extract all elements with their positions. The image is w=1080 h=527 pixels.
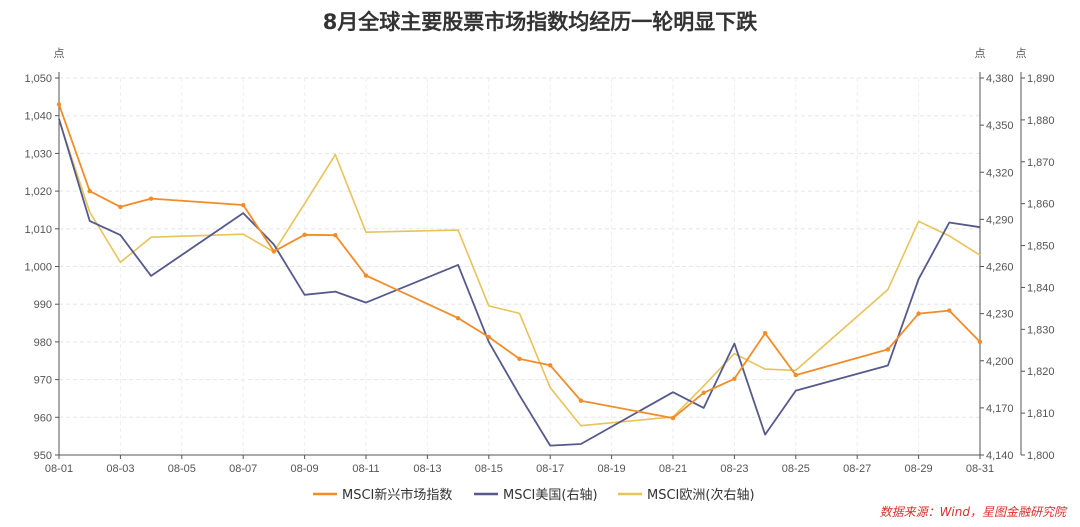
right2-tick-label: 1,820 [1027, 366, 1055, 378]
right-tick-label: 4,380 [986, 73, 1014, 85]
legend: MSCI新兴市场指数 MSCI美国(右轴) MSCI欧洲(次右轴) [313, 487, 755, 503]
right-tick-label: 4,140 [986, 450, 1014, 462]
x-tick-label: 08-15 [475, 463, 503, 475]
data-point [87, 188, 92, 194]
source-note: 数据来源：Wind，星图金融研究院 [880, 505, 1068, 519]
x-tick-label: 08-13 [413, 463, 441, 475]
right2-tick-label: 1,850 [1027, 241, 1055, 253]
series-layer [56, 102, 983, 447]
data-point [56, 102, 62, 107]
x-tick-label: 08-27 [843, 463, 871, 475]
right-tick-label: 4,290 [986, 214, 1014, 226]
x-tick-label: 08-01 [45, 463, 73, 475]
x-tick-label: 08-31 [966, 463, 994, 475]
left-axis-unit: 点 [54, 47, 65, 60]
data-point [241, 202, 246, 208]
right2-tick-label: 1,810 [1027, 408, 1055, 420]
left-tick-label: 1,050 [24, 73, 52, 85]
left-tick-label: 1,030 [24, 148, 52, 160]
data-point [118, 204, 123, 210]
left-tick-label: 980 [34, 337, 52, 349]
right2-axis-unit: 点 [1016, 47, 1027, 60]
data-point [333, 233, 338, 238]
right2-tick-label: 1,800 [1027, 450, 1055, 462]
legend-label-eu: MSCI欧洲(次右轴) [647, 487, 755, 503]
data-point [977, 339, 983, 345]
data-point [548, 363, 553, 368]
left-tick-label: 960 [34, 412, 52, 424]
legend-item-eu[interactable]: MSCI欧洲(次右轴) [618, 487, 755, 503]
data-point [701, 390, 706, 395]
x-tick-label: 08-29 [905, 463, 933, 475]
left-tick-label: 950 [34, 450, 52, 462]
right2-tick-label: 1,840 [1027, 282, 1055, 294]
left-tick-label: 990 [34, 299, 52, 311]
left-tick-label: 1,000 [24, 262, 52, 274]
right2-tick-label: 1,830 [1027, 324, 1055, 336]
right2-tick-label: 1,870 [1027, 157, 1055, 169]
data-point [148, 196, 154, 201]
data-point [670, 415, 676, 421]
x-tick-label: 08-07 [229, 463, 257, 475]
data-point [916, 311, 921, 316]
right-tick-label: 4,350 [986, 120, 1014, 132]
right-tick-label: 4,170 [986, 403, 1014, 415]
legend-item-em[interactable]: MSCI新兴市场指数 [313, 487, 452, 503]
x-tick-label: 08-19 [598, 463, 626, 475]
left-tick-label: 1,040 [24, 111, 52, 123]
data-point [885, 347, 891, 352]
x-tick-label: 08-11 [352, 463, 379, 475]
left-tick-label: 1,010 [24, 224, 52, 236]
data-point [793, 372, 798, 378]
data-point [486, 334, 491, 340]
right-tick-label: 4,200 [986, 356, 1014, 368]
grid [58, 77, 981, 456]
right2-tick-label: 1,890 [1027, 73, 1055, 85]
data-point [271, 249, 277, 254]
legend-label-us: MSCI美国(右轴) [503, 488, 598, 503]
x-tick-label: 08-05 [168, 463, 196, 475]
x-tick-label: 08-23 [720, 463, 748, 475]
series-line-1 [58, 118, 981, 447]
series-line-2 [58, 119, 981, 427]
right-tick-label: 4,260 [986, 262, 1014, 274]
data-point [455, 315, 461, 321]
x-tick-label: 08-03 [106, 463, 134, 475]
left-tick-label: 1,020 [24, 186, 52, 198]
legend-label-em: MSCI新兴市场指数 [342, 487, 452, 503]
chart-title: 8月全球主要股票市场指数均经历一轮明显下跌 [323, 10, 759, 34]
x-tick-label: 08-17 [536, 463, 564, 475]
right2-tick-label: 1,860 [1027, 199, 1055, 211]
data-point [762, 331, 768, 336]
left-tick-label: 970 [34, 375, 52, 387]
right-axis-unit: 点 [975, 47, 986, 60]
x-tick-label: 08-21 [659, 463, 687, 475]
data-point [302, 232, 307, 238]
right2-tick-label: 1,880 [1027, 115, 1055, 127]
data-point [947, 308, 952, 313]
data-point [517, 356, 522, 362]
right-tick-label: 4,320 [986, 167, 1014, 179]
data-point [363, 273, 369, 278]
axes: 950 960 970 980 990 1,000 1,010 1,020 1,030 1,040… [24, 72, 1055, 475]
x-tick-label: 08-09 [291, 463, 319, 475]
data-point [732, 376, 737, 382]
x-tick-label: 08-25 [782, 463, 810, 475]
series-line-0 [58, 104, 981, 420]
right-tick-label: 4,230 [986, 309, 1014, 321]
legend-item-us[interactable]: MSCI美国(右轴) [474, 488, 598, 503]
data-point [578, 398, 584, 403]
